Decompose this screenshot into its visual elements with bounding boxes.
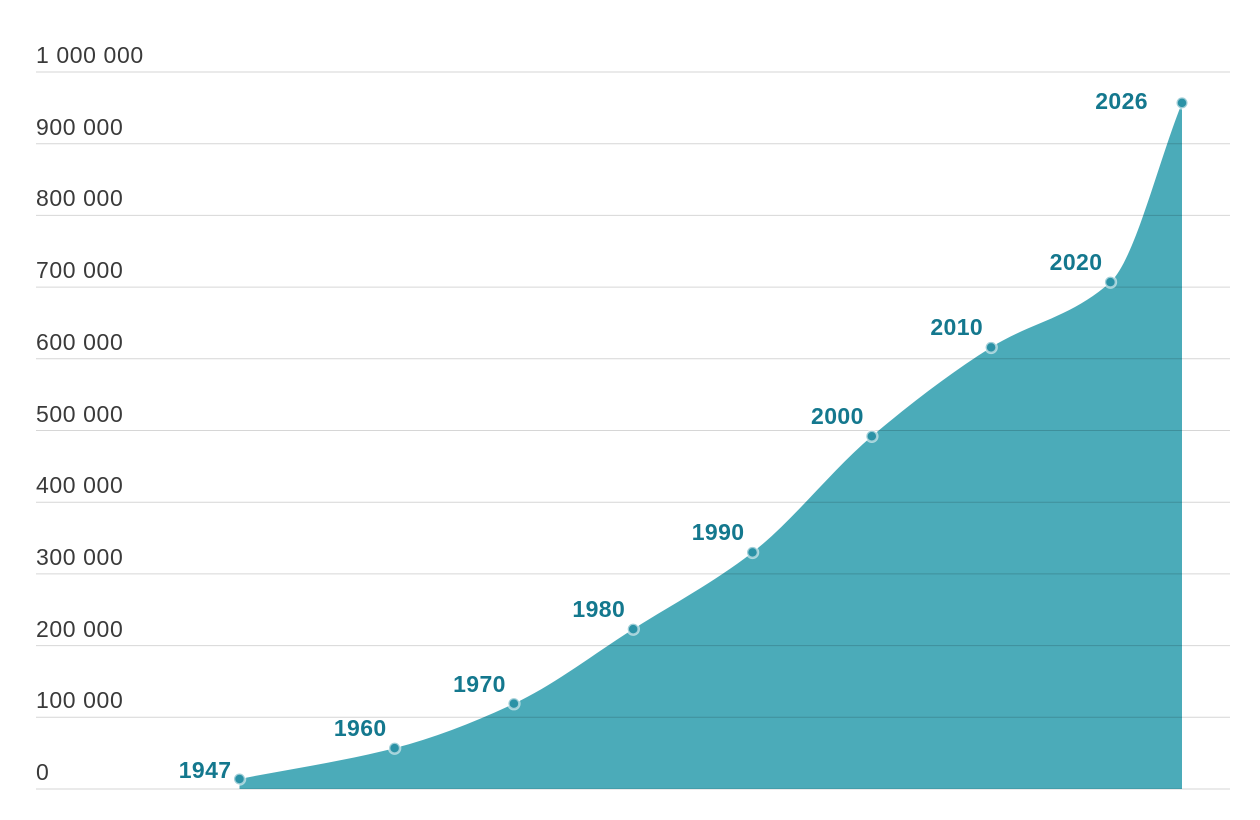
y-tick-label: 300 000 [36, 543, 124, 570]
data-point-marker [1103, 275, 1118, 289]
data-point-marker [507, 696, 521, 711]
y-tick-label: 0 [36, 759, 50, 785]
data-point-marker [232, 772, 247, 786]
year-point-label: 2010 [930, 314, 984, 341]
data-point-marker [626, 622, 640, 636]
y-tick-label: 900 000 [36, 113, 124, 140]
data-point-marker [1175, 96, 1189, 110]
data-point-marker [984, 340, 998, 355]
data-point-marker [745, 545, 760, 560]
y-tick-label: 600 000 [36, 328, 124, 355]
year-point-label: 2020 [1049, 249, 1103, 276]
year-point-label: 1970 [453, 670, 506, 697]
year-point-label: 1947 [178, 756, 232, 783]
y-tick-label: 400 000 [36, 472, 124, 499]
data-point-marker [387, 741, 402, 755]
y-tick-label: 200 000 [36, 615, 124, 642]
y-tick-label: 800 000 [36, 185, 124, 212]
year-point-label: 1960 [333, 715, 387, 742]
y-tick-label: 100 000 [36, 687, 124, 714]
year-point-label: 2000 [811, 403, 864, 430]
year-point-label: 2026 [1095, 87, 1148, 114]
y-tick-label: 700 000 [36, 257, 124, 284]
area-series-fill [239, 102, 1182, 790]
y-tick-label: 500 000 [36, 400, 124, 427]
year-point-label: 1990 [691, 519, 745, 546]
year-point-label: 1980 [572, 596, 626, 623]
y-tick-label: 1 000 000 [36, 42, 144, 68]
data-point-marker [865, 429, 879, 443]
